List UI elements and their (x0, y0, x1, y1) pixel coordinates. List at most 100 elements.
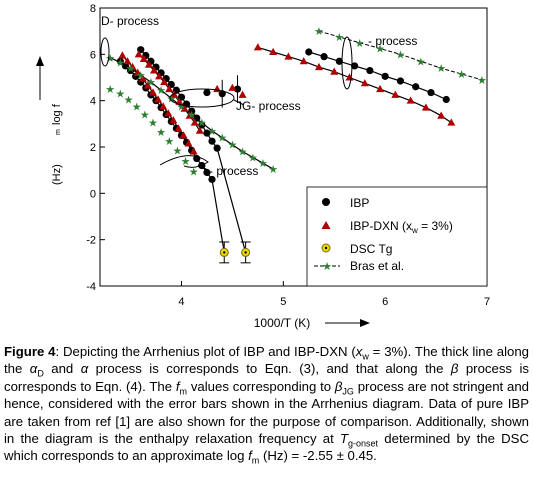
point-ibp-dxn (118, 51, 127, 59)
d-process-ellipse (100, 37, 110, 67)
alpha-process-label: - process (209, 164, 258, 178)
caption-text: (Hz) = -2.55 ± 0.45. (259, 448, 377, 464)
legend-ibp-dxn-text: IBP-DXN (x (350, 219, 412, 233)
caption-var: x (355, 344, 363, 359)
axes: 4 5 6 7 -4 -2 0 2 4 6 8 (86, 3, 490, 308)
x-axis-label: 1000/T (K) (254, 316, 310, 330)
point-ibp-dxn (345, 73, 354, 81)
point-ibp-dxn (174, 124, 183, 132)
point-ibp-dxn (314, 62, 323, 71)
caption-text: determined by the DSC which corresponds … (4, 431, 529, 464)
point-ibp-dxn (437, 111, 446, 119)
point-ibp (351, 62, 359, 70)
point-ibp (203, 168, 211, 177)
y-tick-label: -2 (86, 235, 96, 247)
point-bras: ★ (207, 126, 217, 138)
point-bras: ★ (457, 69, 467, 81)
caption-sub: JG (342, 386, 354, 397)
point-ibp (335, 57, 343, 65)
y-axis-label: log f (51, 103, 63, 125)
point-ibp-dxn (269, 47, 278, 56)
point-bras: ★ (166, 93, 176, 105)
y-axis-title: (Hz) log f m (51, 103, 63, 185)
point-bras: ★ (181, 156, 191, 168)
point-bras: ★ (258, 158, 268, 170)
point-bras: ★ (124, 95, 134, 107)
point-ibp-dxn (148, 88, 157, 96)
point-ibp (116, 57, 124, 65)
point-bras: ★ (146, 77, 156, 89)
fit-line (308, 51, 447, 101)
y-tick-label: 0 (90, 188, 96, 200)
point-ibp-dxn (180, 104, 189, 112)
point-ibp-dxn (149, 66, 158, 74)
point-ibp (366, 66, 374, 75)
point-bras: ★ (172, 145, 182, 157)
alpha-process-arc (159, 155, 209, 168)
point-ibp-dxn (170, 90, 179, 98)
point-dsc-tg-center (244, 251, 247, 254)
point-ibp (203, 88, 211, 97)
annotation-ellipses (100, 36, 353, 171)
point-bras: ★ (395, 49, 405, 61)
legend-box (306, 186, 488, 287)
point-ibp-dxn (143, 81, 152, 89)
point-ibp-dxn (179, 131, 188, 139)
y-tick-label: -4 (86, 281, 96, 293)
point-bras: ★ (217, 133, 227, 145)
point-ibp (208, 175, 216, 184)
point-bras: ★ (248, 152, 258, 164)
legend-marker-ibp-dxn (321, 221, 331, 229)
caption-text: values corresponding to (187, 378, 335, 394)
beta-process-ellipse (341, 36, 353, 90)
point-ibp (396, 77, 405, 85)
point-ibp-dxn (189, 147, 198, 155)
y-tick-label: 8 (90, 3, 96, 15)
x-tick-label: 6 (382, 296, 388, 308)
legend-item-ibp-dxn: IBP-DXN (xw = 3%) (321, 219, 453, 235)
point-ibp-dxn (164, 109, 173, 117)
jg-process-label: JG- process (236, 99, 301, 113)
caption-text: process are not stringent and hence, con… (4, 378, 529, 447)
point-ibp-dxn (238, 90, 247, 98)
caption-sub: D (37, 369, 44, 380)
point-bras: ★ (187, 110, 197, 122)
point-bras: ★ (416, 56, 426, 68)
point-bras: ★ (314, 26, 324, 38)
caption-text: process is corresponds to Eqn. (3), and … (88, 361, 451, 377)
point-ibp-dxn (138, 74, 147, 82)
y-axis-arrow (36, 56, 44, 100)
point-ibp-dxn (133, 68, 142, 76)
point-ibp (412, 83, 420, 91)
point-ibp-dxn (165, 84, 174, 93)
bras-line (318, 30, 483, 81)
point-ibp-dxn (299, 57, 308, 65)
point-bras: ★ (156, 85, 166, 97)
point-ibp-dxn (175, 97, 184, 105)
point-ibp (305, 48, 313, 56)
point-bras: ★ (164, 136, 174, 148)
point-bras: ★ (115, 89, 125, 101)
caption-var: f (175, 378, 180, 394)
point-ibp (381, 72, 389, 80)
y-tick-label: 2 (90, 142, 96, 154)
point-bras: ★ (126, 63, 136, 75)
point-ibp-dxn (139, 54, 148, 62)
point-ibp-dxn (190, 118, 199, 126)
point-bras: ★ (375, 44, 385, 56)
legend-marker-ibp (322, 198, 330, 206)
caption-text: : Depicting the Arrhenius plot of IBP an… (55, 344, 356, 359)
point-ibp-dxn (195, 126, 204, 134)
point-ibp-dxn (134, 50, 143, 58)
caption-var: T (339, 431, 349, 447)
y-tick-label: 6 (90, 49, 96, 61)
caption-sub: g-onset (348, 438, 379, 449)
legend-item-dsc-tg: DSC Tg (321, 242, 392, 256)
point-ibp-dxn (330, 67, 339, 75)
point-dsc-tg-center (223, 251, 226, 254)
point-ibp-dxn (160, 77, 169, 86)
figure-caption: Figure 4: Depicting the Arrhenius plot o… (4, 343, 529, 466)
point-ibp-dxn (228, 83, 237, 91)
point-bras: ★ (136, 70, 146, 82)
point-ibp (198, 121, 206, 129)
